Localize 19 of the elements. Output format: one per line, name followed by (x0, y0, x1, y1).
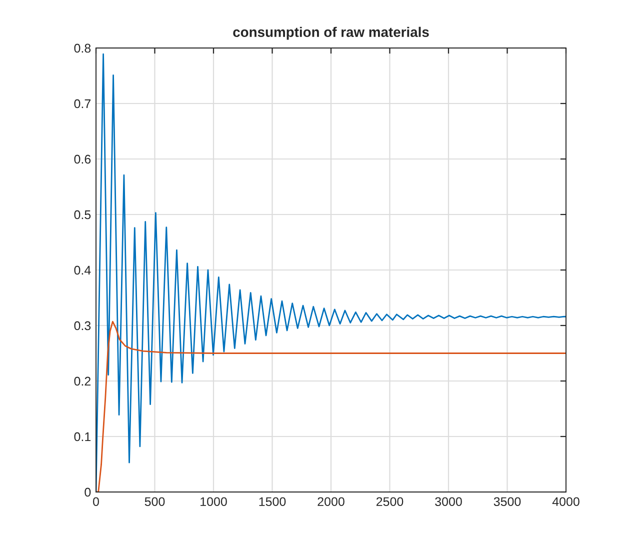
y-tick-label: 0.3 (74, 321, 91, 330)
y-tick-label: 0.8 (74, 44, 91, 53)
x-tick-label: 3000 (435, 497, 462, 506)
y-tick-label: 0.6 (74, 154, 91, 164)
x-tick-label: 1500 (259, 497, 286, 506)
x-tick-label: 2500 (376, 497, 404, 506)
x-tick-label: 1000 (200, 497, 227, 506)
y-tick-label: 0.7 (74, 99, 91, 108)
x-tick-label: 500 (144, 497, 165, 506)
y-tick-label: 0.1 (74, 432, 91, 442)
y-tick-label: 0.5 (74, 210, 91, 220)
x-tick-label: 4000 (552, 497, 580, 506)
y-tick-label: 0.4 (74, 266, 91, 275)
x-tick-label: 3500 (494, 497, 521, 506)
chart-title: consumption of raw materials (233, 26, 429, 40)
x-tick-label: 2000 (318, 497, 344, 506)
y-tick-label: 0.2 (74, 376, 91, 386)
y-tick-label: 0 (84, 488, 91, 497)
x-tick-label: 0 (93, 497, 99, 506)
